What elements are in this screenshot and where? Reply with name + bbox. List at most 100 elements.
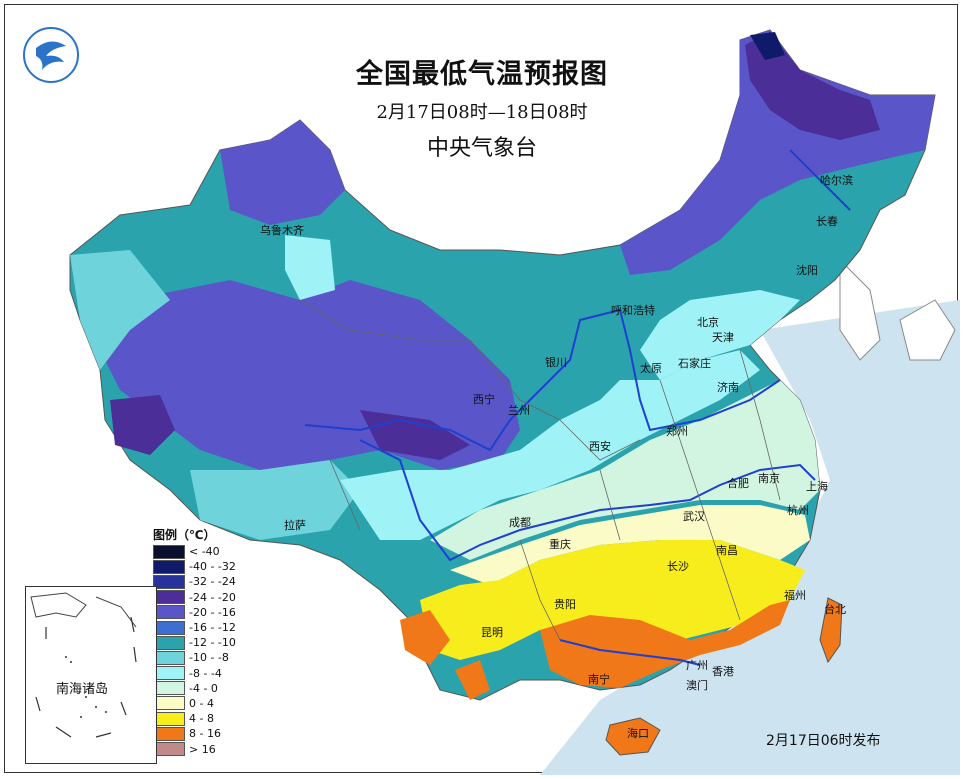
map-title: 全国最低气温预报图 [356, 59, 608, 90]
legend-label: 4 - 8 [189, 712, 214, 726]
zone-tianshan [220, 120, 345, 225]
map-subtitle: 2月17日08时—18日08时 [376, 102, 588, 123]
legend-swatch [153, 742, 185, 757]
legend-row: -16 - -12 [153, 620, 241, 635]
inset-label: 南海诸岛 [56, 682, 109, 697]
legend-row: > 16 [153, 741, 241, 757]
zone-south-tibet [190, 460, 360, 540]
zone-8-16-xishuangbanna [455, 660, 490, 700]
zone-minus32 [750, 32, 785, 60]
city-label-hefei: 合肥 [727, 477, 749, 490]
pearl-river [559, 639, 701, 666]
legend-row: < -40 [153, 544, 241, 559]
city-label-xian: 西安 [589, 440, 611, 453]
legend-label: > 16 [189, 742, 216, 756]
legend-title: 图例（℃） [153, 528, 216, 542]
zone-minus8 [340, 350, 760, 540]
legend-row: 4 - 8 [153, 711, 241, 726]
songhua-river [789, 149, 851, 211]
zone-northeast [620, 30, 935, 275]
city-label-guangzhou: 广州 [686, 659, 708, 672]
city-label-kunming: 昆明 [481, 626, 503, 639]
city-label-shijiazhuang: 石家庄 [678, 357, 711, 370]
legend-swatch [153, 620, 185, 635]
legend-row: 0 - 4 [153, 696, 241, 711]
zone-8-16-yunnan [400, 610, 450, 665]
city-label-lanzhou: 兰州 [508, 404, 530, 417]
legend-swatch [153, 590, 185, 605]
issue-time: 2月17日06时发布 [766, 733, 881, 749]
legend-row: -40 - -32 [153, 559, 241, 574]
zone-0-4 [450, 505, 810, 585]
city-label-nanchang: 南昌 [716, 544, 738, 557]
legend-label: -10 - -8 [189, 651, 229, 665]
city-label-beijing: 北京 [697, 316, 719, 329]
legend-label: -4 - 0 [189, 681, 218, 695]
legend-swatch [153, 605, 185, 620]
city-label-aomen: 澳门 [686, 679, 708, 692]
city-label-nanning: 南宁 [588, 673, 610, 686]
map-issuer: 中央气象台 [426, 136, 537, 161]
legend-label: -32 - -24 [189, 575, 236, 589]
city-label-taiyuan: 太原 [640, 362, 662, 375]
province-borders [299, 299, 781, 641]
city-label-wulumuqi: 乌鲁木齐 [260, 224, 304, 237]
legend-swatch [153, 726, 185, 741]
zone-8-16-south [540, 600, 790, 688]
zone-north-china [640, 290, 800, 380]
legend-row: -10 - -8 [153, 650, 241, 665]
city-label-wuhan: 武汉 [683, 510, 705, 523]
city-label-xianggang: 香港 [712, 665, 734, 678]
legend-swatch [153, 559, 185, 574]
legend-row: -24 - -20 [153, 590, 241, 605]
city-label-jinan: 济南 [717, 381, 739, 394]
city-label-haerbin: 哈尔滨 [820, 174, 853, 187]
city-label-chengdu: 成都 [509, 516, 531, 529]
legend-label: -24 - -20 [189, 590, 236, 604]
city-label-taibei: 台北 [824, 603, 846, 616]
legend-swatch [153, 574, 185, 589]
legend-swatch [153, 666, 185, 681]
legend-label: < -40 [189, 545, 220, 559]
legend-label: -16 - -12 [189, 621, 236, 635]
city-label-yinchuan: 银川 [545, 356, 567, 369]
city-label-lasa: 拉萨 [284, 519, 306, 532]
legend-row: 8 - 16 [153, 726, 241, 741]
taiwan-island [819, 597, 843, 664]
cma-logo [22, 26, 80, 84]
legend-label: -20 - -16 [189, 605, 236, 619]
legend-swatch [153, 696, 185, 711]
legend-row: -32 - -24 [153, 574, 241, 589]
map-legend: 图例（℃） < -40 -40 - -32 -32 - -24 -24 - -20 -2… [153, 526, 241, 757]
legend-label: -40 - -32 [189, 560, 236, 574]
city-label-haikou: 海口 [627, 727, 649, 740]
legend-row: -8 - -4 [153, 666, 241, 681]
legend-swatch [153, 681, 185, 696]
city-label-shanghai: 上海 [806, 480, 828, 493]
city-label-fuzhou: 福州 [784, 589, 806, 602]
zone-west-tibet [110, 395, 175, 455]
legend-label: 8 - 16 [189, 727, 221, 741]
zone-junggar [285, 235, 335, 300]
zone-minus10-west [70, 250, 170, 370]
legend-swatch [153, 650, 185, 665]
city-label-chongqing: 重庆 [549, 538, 571, 551]
yangtze-river [359, 439, 816, 562]
hainan-island [605, 717, 661, 756]
zone-minus24 [745, 32, 880, 140]
city-label-shenyang: 沈阳 [796, 264, 818, 277]
korea-outline [839, 258, 881, 361]
legend-row: -12 - -10 [153, 635, 241, 650]
city-label-xining: 西宁 [473, 393, 495, 406]
japan-outline [899, 299, 956, 361]
sea-area [540, 300, 960, 775]
city-label-zhengzhou: 郑州 [666, 425, 688, 438]
city-label-tianjin: 天津 [712, 331, 734, 344]
zone-4-8 [420, 540, 805, 660]
legend-row: -20 - -16 [153, 605, 241, 620]
south-china-sea-inset: 南海诸岛 [25, 586, 157, 764]
legend-row: -4 - 0 [153, 681, 241, 696]
legend-label: -8 - -4 [189, 666, 222, 680]
city-label-hangzhou: 杭州 [787, 504, 809, 517]
